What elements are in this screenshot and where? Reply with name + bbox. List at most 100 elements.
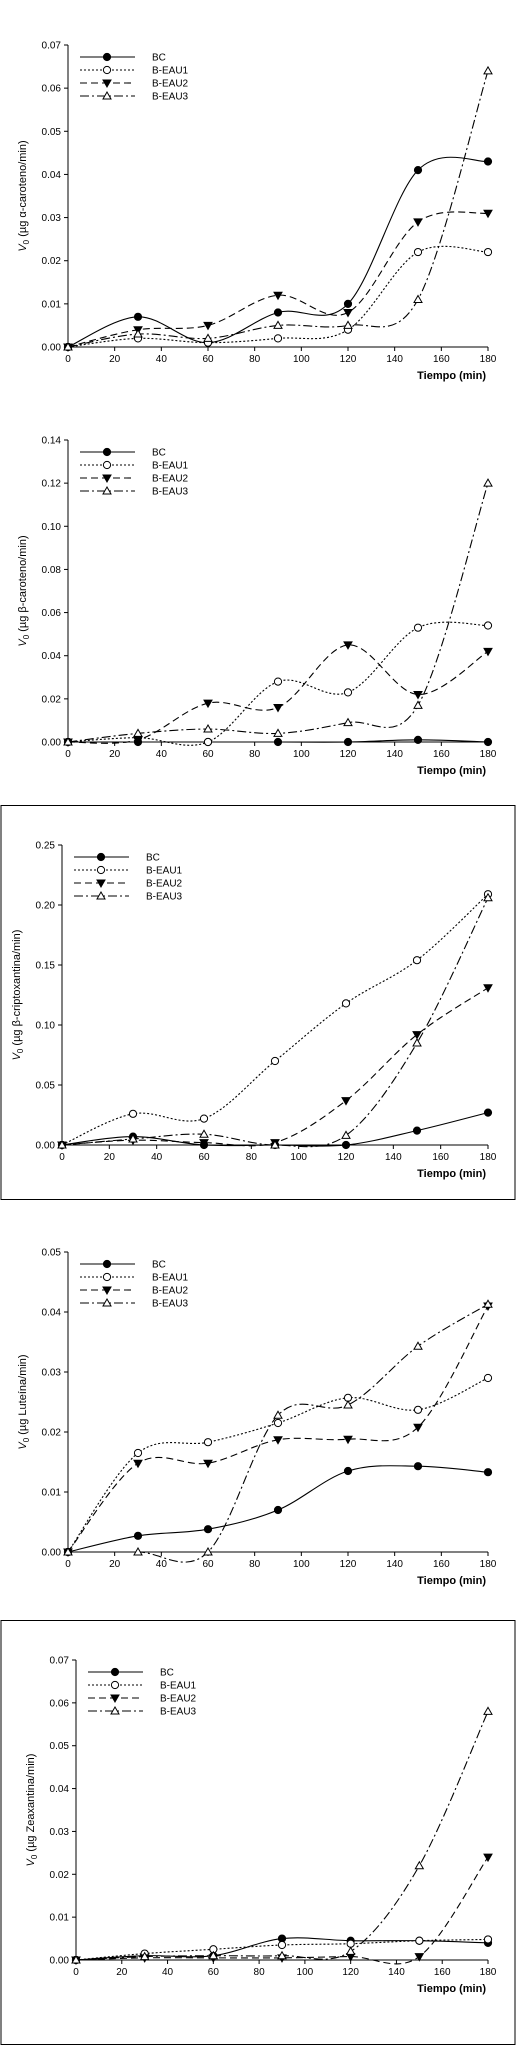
series-b-eau2 <box>64 1303 492 1556</box>
x-tick-label: 160 <box>432 1152 449 1163</box>
x-tick-label: 60 <box>208 1967 220 1978</box>
axes: 0 20 40 60 80 100 120 140 160 1800.000.020.040.06… <box>42 436 497 761</box>
y-tick-label: 0.05 <box>50 1741 70 1752</box>
data-point-b-eau2 <box>344 1436 352 1443</box>
legend-label: B-EAU3 <box>152 92 189 103</box>
series-b-eau2 <box>64 210 492 351</box>
x-tick-label: 40 <box>156 354 168 365</box>
data-point-b-eau1 <box>278 1941 285 1948</box>
x-tick-label: 40 <box>156 749 168 760</box>
y-tick-label: 0.02 <box>42 1428 62 1439</box>
x-tick-label: 80 <box>249 1559 261 1570</box>
x-tick-label: 0 <box>65 749 71 760</box>
data-point-b-eau1 <box>342 1000 349 1007</box>
legend-label: B-EAU2 <box>152 79 189 90</box>
series-line-b-eau1 <box>62 894 488 1145</box>
y-tick-label: 0.07 <box>42 41 62 52</box>
x-tick-label: 140 <box>386 354 403 365</box>
data-point-bc <box>414 1463 421 1470</box>
y-tick-label: 0.08 <box>42 565 62 576</box>
y-tick-label: 0.06 <box>42 84 62 95</box>
data-point-bc <box>414 736 421 743</box>
legend-marker <box>103 1273 110 1280</box>
legend-label: B-EAU3 <box>152 487 189 498</box>
x-tick-label: 120 <box>340 749 357 760</box>
data-point-b-eau3 <box>484 1707 492 1714</box>
y-tick-label: 0.04 <box>42 651 62 662</box>
data-point-bc <box>413 1127 420 1134</box>
data-point-b-eau2 <box>484 985 492 992</box>
x-tick-label: 180 <box>480 749 497 760</box>
data-point-bc <box>414 167 421 174</box>
y-tick-label: 0.00 <box>42 1548 62 1559</box>
x-tick-label: 20 <box>109 749 121 760</box>
chart-panel-2: 0 20 40 60 80 100 120 140 160 1800.000.020.040.06… <box>0 400 516 795</box>
x-tick-label: 160 <box>433 1559 450 1570</box>
data-point-b-eau1 <box>414 1406 421 1413</box>
x-tick-label: 100 <box>297 1967 314 1978</box>
data-point-b-eau3 <box>484 67 492 74</box>
y-tick-label: 0.00 <box>42 738 62 749</box>
legend-marker <box>97 853 104 860</box>
x-axis-label: Tiempo (min) <box>417 1983 486 1995</box>
series-line-b-eau3 <box>76 1711 488 1960</box>
data-point-b-eau1 <box>271 1057 278 1064</box>
data-point-bc <box>274 738 281 745</box>
data-point-b-eau2 <box>484 1854 492 1861</box>
x-tick-label: 0 <box>73 1967 79 1978</box>
x-tick-label: 60 <box>198 1152 210 1163</box>
y-axis-label: V0 (µg α-caroteno/min) <box>17 140 31 251</box>
legend-marker <box>103 53 110 60</box>
data-point-b-eau3 <box>414 701 422 708</box>
data-point-b-eau2 <box>414 219 422 226</box>
data-point-b-eau2 <box>134 1460 142 1467</box>
data-point-b-eau3 <box>414 296 422 303</box>
x-tick-label: 60 <box>202 354 214 365</box>
data-point-b-eau1 <box>484 1936 491 1943</box>
data-point-bc <box>344 300 351 307</box>
y-axis-label: V0 (µg Luteína/min) <box>17 1354 31 1449</box>
y-axis-label: V0 (µg β-caroteno/min) <box>17 535 31 646</box>
legend-marker <box>103 1260 110 1267</box>
y-tick-label: 0.05 <box>36 1081 56 1092</box>
y-tick-label: 0.10 <box>36 1021 56 1032</box>
data-point-bc <box>484 1469 491 1476</box>
data-point-b-eau3 <box>342 1131 350 1138</box>
data-point-b-eau1 <box>413 957 420 964</box>
x-tick-label: 160 <box>433 354 450 365</box>
data-point-b-eau1 <box>204 1439 211 1446</box>
legend: BC B-EAU1 B-EAU2 B-EAU3 <box>80 1260 189 1310</box>
data-point-b-eau2 <box>274 292 282 299</box>
x-tick-label: 0 <box>65 1559 71 1570</box>
data-point-b-eau2 <box>204 322 212 329</box>
x-tick-label: 120 <box>340 1559 357 1570</box>
x-tick-label: 40 <box>151 1152 163 1163</box>
legend: BC B-EAU1 B-EAU2 B-EAU3 <box>88 1668 197 1718</box>
data-point-bc <box>344 738 351 745</box>
data-point-bc <box>344 1467 351 1474</box>
legend: BC B-EAU1 B-EAU2 B-EAU3 <box>80 53 189 103</box>
x-tick-label: 140 <box>386 749 403 760</box>
panel-border <box>1 806 515 1200</box>
series-line-b-eau2 <box>68 1306 488 1552</box>
legend-label: B-EAU1 <box>152 66 189 77</box>
x-tick-label: 180 <box>480 354 497 365</box>
x-tick-label: 180 <box>480 1559 497 1570</box>
x-tick-label: 120 <box>342 1967 359 1978</box>
x-axis-label: Tiempo (min) <box>417 765 486 777</box>
series-line-b-eau3 <box>68 1304 488 1562</box>
legend-marker <box>97 866 104 873</box>
data-point-b-eau1 <box>347 1940 354 1947</box>
x-tick-label: 100 <box>293 354 310 365</box>
y-tick-label: 0.00 <box>42 343 62 354</box>
y-tick-label: 0.03 <box>42 1368 62 1379</box>
data-point-b-eau1 <box>200 1115 207 1122</box>
data-point-b-eau1 <box>484 622 491 629</box>
y-tick-label: 0.10 <box>42 522 62 533</box>
data-point-b-eau1 <box>129 1110 136 1117</box>
data-point-bc <box>274 1506 281 1513</box>
legend: BC B-EAU1 B-EAU2 B-EAU3 <box>74 853 183 903</box>
x-tick-label: 0 <box>59 1152 65 1163</box>
data-point-b-eau1 <box>274 678 281 685</box>
panel-border <box>1 1621 515 2045</box>
